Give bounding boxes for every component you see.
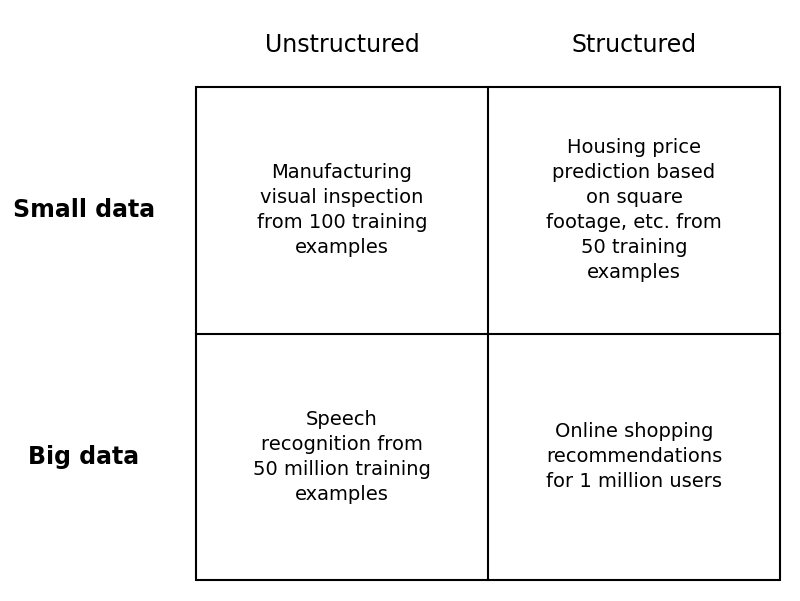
Text: Big data: Big data xyxy=(29,445,139,469)
Text: Small data: Small data xyxy=(13,198,155,222)
Text: Unstructured: Unstructured xyxy=(265,33,419,57)
Text: Housing price
prediction based
on square
footage, etc. from
50 training
examples: Housing price prediction based on square… xyxy=(546,138,722,282)
Bar xyxy=(196,87,780,580)
Text: Structured: Structured xyxy=(571,33,697,57)
Text: Speech
recognition from
50 million training
examples: Speech recognition from 50 million train… xyxy=(253,410,431,504)
Text: Online shopping
recommendations
for 1 million users: Online shopping recommendations for 1 mi… xyxy=(546,423,722,491)
Text: Manufacturing
visual inspection
from 100 training
examples: Manufacturing visual inspection from 100… xyxy=(257,163,427,257)
